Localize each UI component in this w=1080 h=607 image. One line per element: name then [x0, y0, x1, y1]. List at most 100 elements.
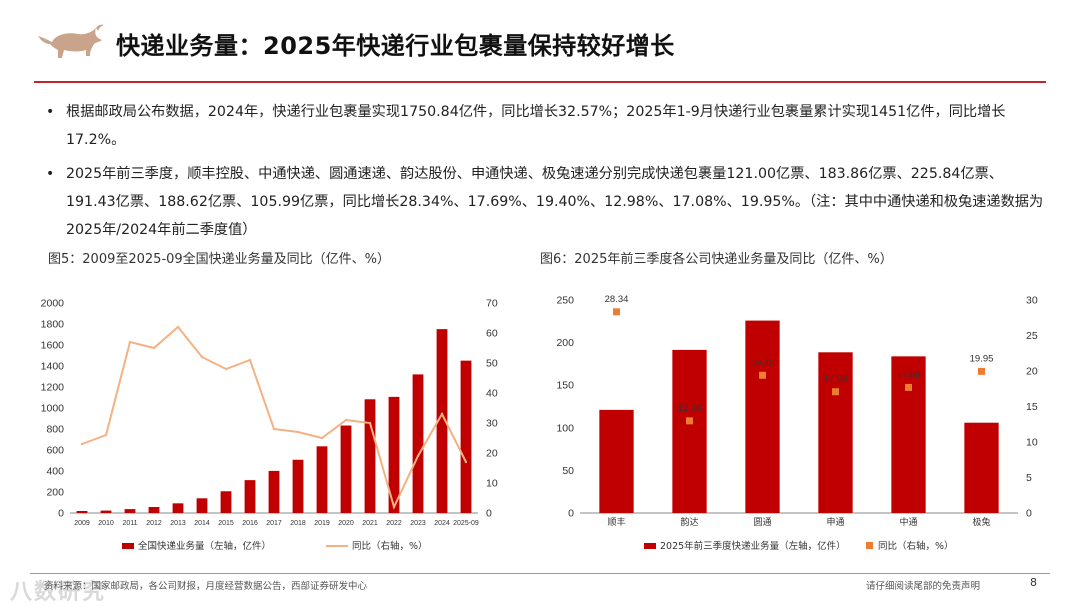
x-tick-label: 2016	[242, 520, 258, 527]
x-tick-label: 圆通	[753, 517, 771, 528]
y-left-tick-label: 200	[46, 487, 64, 499]
line-point	[152, 346, 156, 350]
data-label: 28.34	[605, 294, 629, 305]
bull-logo-icon	[38, 24, 104, 58]
bar	[891, 356, 926, 513]
bar	[292, 459, 304, 513]
bar	[172, 503, 184, 513]
bar	[100, 510, 112, 513]
x-tick-label: 2011	[122, 520, 137, 527]
y-right-tick-label: 60	[486, 328, 498, 340]
chart-company-express-volume: 0 50 100 150 200 250 0 5 10 15 20 25 30 顺丰 韵达 圆通 申通 中通 极兔 2…	[556, 294, 1038, 552]
line-point	[80, 442, 84, 446]
line-point	[128, 340, 132, 344]
yoy-marker	[759, 371, 766, 379]
yoy-marker	[832, 388, 839, 396]
bar	[76, 511, 88, 513]
x-tick-label: 2018	[290, 520, 306, 527]
y-left-tick-label: 600	[46, 445, 64, 457]
bar	[148, 507, 160, 513]
source-note: 资料来源：国家邮政局，各公司财报，月度经营数据公告，西部证券研发中心	[44, 581, 368, 592]
x-tick-label: 2012	[146, 520, 162, 527]
line-point	[248, 358, 252, 362]
page-number: 8	[1030, 576, 1037, 589]
x-tick-label: 2015	[218, 520, 234, 527]
watermark: 八数研究	[10, 580, 107, 605]
y-right-tick-label: 10	[486, 478, 498, 490]
y-right-tick-label: 30	[1026, 295, 1038, 307]
bar	[672, 349, 707, 513]
x-tick-label: 2020	[338, 520, 354, 527]
x-tick-label: 2025-09	[453, 520, 479, 527]
figure5-caption: 图5：2009至2025-09全国快递业务量及同比（亿件、%）	[48, 252, 391, 267]
yoy-marker	[686, 417, 693, 425]
x-tick-label: 2022	[386, 520, 402, 527]
y-left-tick-label: 250	[556, 295, 574, 307]
bar	[745, 320, 780, 513]
line-point	[368, 421, 372, 425]
bullet-item-2: 2025年前三季度，顺丰控股、中通快递、圆通速递、韵达股份、申通快递、极兔速递分…	[44, 160, 1044, 244]
y-left-tick-label: 200	[556, 337, 574, 349]
x-tick-label: 2024	[434, 520, 450, 527]
legend-label-marker: 同比（右轴，%）	[878, 540, 954, 552]
figure6-caption: 图6：2025年前三季度各公司快递业务量及同比（亿件、%）	[540, 252, 893, 267]
line-point	[320, 436, 324, 440]
legend-label-bar: 全国快递业务量（左轴，亿件）	[138, 540, 271, 552]
x-tick-label: 2009	[74, 520, 90, 527]
y-right-tick-label: 10	[1026, 437, 1038, 449]
y-left-tick-label: 1800	[41, 319, 65, 331]
y-right-tick-label: 25	[1026, 330, 1038, 342]
data-label: 17.08	[824, 374, 848, 385]
title-divider	[34, 81, 1046, 83]
y-right-tick-label: 70	[486, 298, 498, 310]
y-right-tick-label: 20	[486, 448, 498, 460]
yoy-marker	[905, 383, 912, 391]
line-point	[296, 430, 300, 434]
line-point	[416, 454, 420, 458]
y-left-tick-label: 0	[58, 508, 64, 520]
line-point	[200, 355, 204, 359]
line-point	[464, 460, 468, 464]
data-label: 12.98	[678, 403, 702, 414]
y-left-tick-label: 50	[562, 465, 574, 477]
data-label: 17.69	[897, 369, 921, 380]
bar	[436, 329, 448, 513]
y-left-tick-label: 1200	[41, 382, 65, 394]
x-tick-label: 韵达	[680, 516, 698, 528]
y-left-tick-label: 400	[46, 466, 64, 478]
bar	[964, 422, 999, 513]
y-left-tick-label: 150	[556, 380, 574, 392]
y-left-tick-label: 2000	[41, 298, 65, 310]
y-left-tick-label: 1600	[41, 340, 65, 352]
bar	[124, 509, 136, 513]
line-point	[440, 412, 444, 416]
y-right-tick-label: 0	[1026, 508, 1032, 520]
x-tick-label: 2010	[98, 520, 114, 527]
chart-national-express-volume: 0 200 400 600 800 1000 1200 1400 1600 1800 2000 0 10…	[41, 298, 498, 553]
y-left-tick-label: 1400	[41, 361, 65, 373]
y-left-tick-label: 0	[568, 508, 574, 520]
y-right-tick-label: 50	[486, 358, 498, 370]
bar	[268, 470, 280, 513]
page-title: 快递业务量：2025年快递行业包裹量保持较好增长	[116, 32, 675, 60]
bar	[412, 374, 424, 513]
bar	[460, 360, 472, 513]
line-point	[104, 433, 108, 437]
x-tick-label: 2023	[410, 520, 426, 527]
yoy-marker	[978, 367, 985, 375]
line-point	[272, 427, 276, 431]
line-point	[224, 367, 228, 371]
x-tick-label: 2021	[362, 520, 378, 527]
y-right-tick-label: 20	[1026, 366, 1038, 378]
y-right-tick-label: 0	[486, 508, 492, 520]
bar	[599, 409, 634, 513]
y-left-tick-label: 100	[556, 422, 574, 434]
bar	[244, 480, 256, 513]
disclaimer-text: 请仔细阅读尾部的免责声明	[866, 581, 981, 592]
bar	[818, 352, 853, 513]
y-right-tick-label: 30	[486, 418, 498, 430]
line-point	[344, 418, 348, 422]
legend-swatch-bar	[644, 543, 656, 549]
x-tick-label: 2014	[194, 520, 210, 527]
data-label: 19.40	[751, 357, 775, 368]
